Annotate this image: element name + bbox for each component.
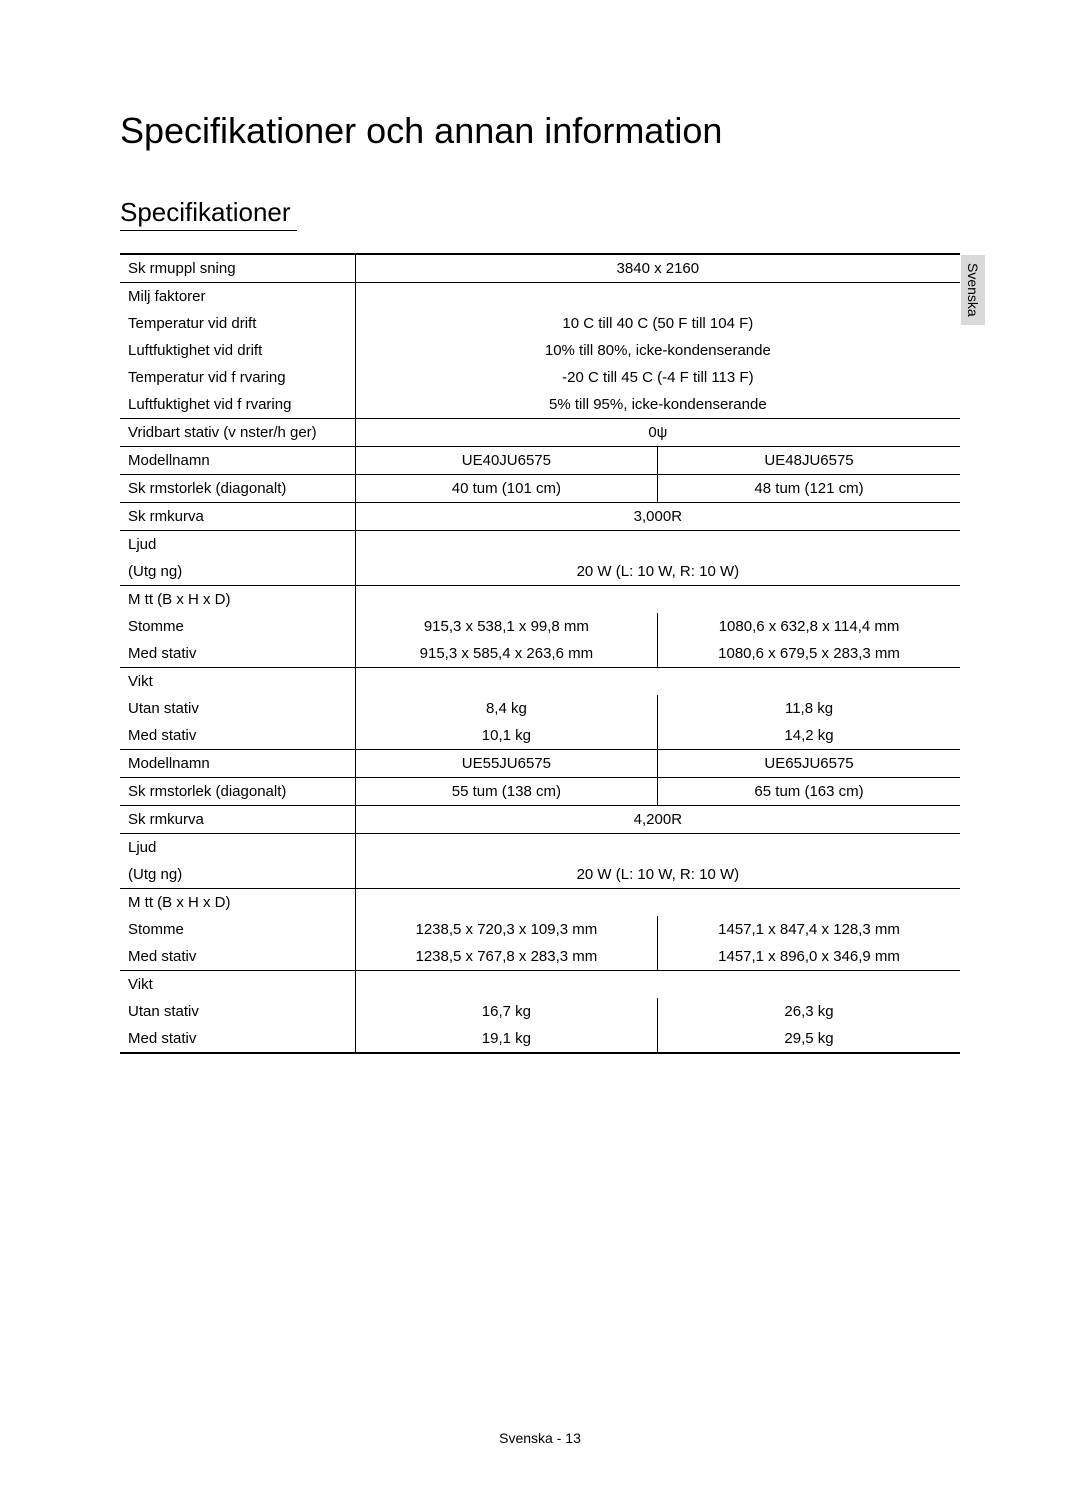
spec-row-value xyxy=(355,834,960,862)
spec-row-value xyxy=(355,668,960,696)
spec-row-value-left: 1238,5 x 720,3 x 109,3 mm xyxy=(355,916,657,943)
spec-row-value: 10 C till 40 C (50 F till 104 F) xyxy=(355,310,960,337)
spec-row-value-right: 26,3 kg xyxy=(658,998,960,1025)
spec-row-value-left: 915,3 x 585,4 x 263,6 mm xyxy=(355,640,657,668)
spec-row-value-left: UE55JU6575 xyxy=(355,750,657,778)
spec-row-label: Milj faktorer xyxy=(120,283,355,311)
spec-row-value xyxy=(355,889,960,917)
page-content: Specifikationer och annan information Sp… xyxy=(0,0,1080,1054)
spec-row-value: 4,200R xyxy=(355,806,960,834)
spec-row-label: Med stativ xyxy=(120,943,355,971)
spec-row-value-left: 40 tum (101 cm) xyxy=(355,475,657,503)
spec-row-label: Ljud xyxy=(120,531,355,559)
spec-row-label: Stomme xyxy=(120,613,355,640)
spec-row-value-right: 1080,6 x 632,8 x 114,4 mm xyxy=(658,613,960,640)
spec-row-label: Vikt xyxy=(120,971,355,999)
spec-row-label: Stomme xyxy=(120,916,355,943)
spec-row-label: Med stativ xyxy=(120,1025,355,1053)
spec-row-value: 5% till 95%, icke-kondenserande xyxy=(355,391,960,419)
spec-row-label: Ljud xyxy=(120,834,355,862)
spec-row-label: M tt (B x H x D) xyxy=(120,889,355,917)
spec-row-value-left: 55 tum (138 cm) xyxy=(355,778,657,806)
spec-row-value-left: 16,7 kg xyxy=(355,998,657,1025)
spec-row-value-right: 29,5 kg xyxy=(658,1025,960,1053)
page-title: Specifikationer och annan information xyxy=(120,110,960,152)
spec-row-label: Sk rmkurva xyxy=(120,806,355,834)
spec-row-value xyxy=(355,283,960,311)
spec-row-label: Modellnamn xyxy=(120,447,355,475)
spec-row-value xyxy=(355,586,960,614)
spec-row-value-right: 65 tum (163 cm) xyxy=(658,778,960,806)
spec-row-value-right: UE65JU6575 xyxy=(658,750,960,778)
spec-row-label: (Utg ng) xyxy=(120,558,355,586)
spec-row-value-left: 915,3 x 538,1 x 99,8 mm xyxy=(355,613,657,640)
section-heading: Specifikationer xyxy=(120,197,297,231)
spec-row-label: Sk rmstorlek (diagonalt) xyxy=(120,475,355,503)
spec-row-label: Sk rmuppl sning xyxy=(120,254,355,283)
spec-row-value-right: 14,2 kg xyxy=(658,722,960,750)
spec-row-label: Temperatur vid drift xyxy=(120,310,355,337)
spec-row-label: Sk rmstorlek (diagonalt) xyxy=(120,778,355,806)
language-tab: Svenska xyxy=(961,255,985,325)
spec-row-value: 0ψ xyxy=(355,419,960,447)
spec-row-value-right: UE48JU6575 xyxy=(658,447,960,475)
spec-row-label: Utan stativ xyxy=(120,695,355,722)
spec-row-value: 3840 x 2160 xyxy=(355,254,960,283)
spec-row-value: 20 W (L: 10 W, R: 10 W) xyxy=(355,558,960,586)
spec-row-value xyxy=(355,971,960,999)
spec-row-value-left: 19,1 kg xyxy=(355,1025,657,1053)
spec-row-value: 10% till 80%, icke-kondenserande xyxy=(355,337,960,364)
spec-row-value-right: 48 tum (121 cm) xyxy=(658,475,960,503)
spec-row-label: Luftfuktighet vid f rvaring xyxy=(120,391,355,419)
spec-row-value-right: 1080,6 x 679,5 x 283,3 mm xyxy=(658,640,960,668)
spec-row-label: Temperatur vid f rvaring xyxy=(120,364,355,391)
spec-row-value-right: 11,8 kg xyxy=(658,695,960,722)
spec-row-label: Med stativ xyxy=(120,640,355,668)
spec-row-label: Med stativ xyxy=(120,722,355,750)
spec-row-value-right: 1457,1 x 896,0 x 346,9 mm xyxy=(658,943,960,971)
spec-row-label: Vikt xyxy=(120,668,355,696)
spec-row-value-left: 1238,5 x 767,8 x 283,3 mm xyxy=(355,943,657,971)
spec-row-value-right: 1457,1 x 847,4 x 128,3 mm xyxy=(658,916,960,943)
spec-row-label: Sk rmkurva xyxy=(120,503,355,531)
spec-row-value: 20 W (L: 10 W, R: 10 W) xyxy=(355,861,960,889)
spec-row-label: M tt (B x H x D) xyxy=(120,586,355,614)
spec-row-value-left: 10,1 kg xyxy=(355,722,657,750)
spec-row-value: 3,000R xyxy=(355,503,960,531)
spec-row-label: (Utg ng) xyxy=(120,861,355,889)
spec-row-label: Modellnamn xyxy=(120,750,355,778)
spec-row-label: Luftfuktighet vid drift xyxy=(120,337,355,364)
page-footer: Svenska - 13 xyxy=(0,1430,1080,1446)
spec-row-label: Utan stativ xyxy=(120,998,355,1025)
spec-row-value-left: 8,4 kg xyxy=(355,695,657,722)
spec-table: Sk rmuppl sning3840 x 2160Milj faktorerT… xyxy=(120,253,960,1054)
spec-row-value xyxy=(355,531,960,559)
spec-row-value: -20 C till 45 C (-4 F till 113 F) xyxy=(355,364,960,391)
spec-row-label: Vridbart stativ (v nster/h ger) xyxy=(120,419,355,447)
spec-row-value-left: UE40JU6575 xyxy=(355,447,657,475)
